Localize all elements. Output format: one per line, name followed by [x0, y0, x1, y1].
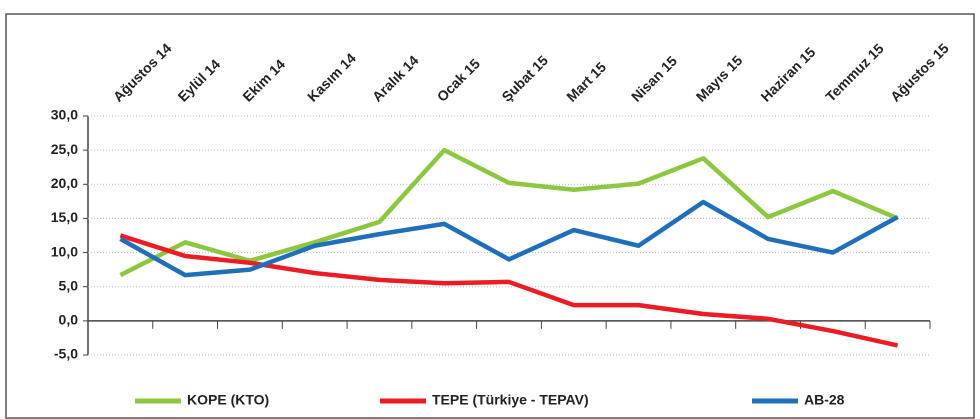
- x-tick-label: Mayıs 15: [693, 52, 746, 105]
- y-tick-label: 5,0: [59, 277, 79, 293]
- x-tick-label: Aralık 14: [369, 52, 422, 105]
- line-series: [119, 147, 899, 278]
- y-tick-label: -5,0: [54, 346, 78, 362]
- y-tick-label: 25,0: [51, 141, 78, 157]
- frame: [5, 13, 975, 419]
- line-series: [119, 199, 899, 278]
- x-tick-label: Eylül 14: [175, 56, 224, 105]
- line-series: [119, 233, 899, 348]
- x-tick-label: Şubat 15: [498, 52, 551, 105]
- y-tick-label: 20,0: [51, 175, 78, 191]
- x-tick-label: Temmuz 15: [822, 40, 887, 105]
- x-tick-label: Ağustos 14: [110, 40, 175, 105]
- legend-label: KOPE (KTO): [187, 392, 269, 408]
- x-tick-label: Ekim 14: [239, 56, 288, 105]
- x-tick-label: Haziran 15: [758, 44, 819, 105]
- y-tick-label: 30,0: [51, 107, 78, 123]
- y-tick-label: 0,0: [59, 312, 79, 328]
- x-tick-label: Ocak 15: [434, 55, 483, 104]
- x-tick-label: Ağustos 15: [887, 40, 952, 105]
- y-tick-label: 15,0: [51, 209, 78, 225]
- legend-label: TEPE (Türkiye - TEPAV): [432, 392, 589, 408]
- x-tick-label: Nisan 15: [628, 53, 680, 105]
- legend-label: AB-28: [804, 392, 845, 408]
- x-tick-label: Kasım 14: [304, 50, 359, 105]
- y-tick-label: 10,0: [51, 243, 78, 259]
- x-tick-label: Mart 15: [563, 59, 609, 105]
